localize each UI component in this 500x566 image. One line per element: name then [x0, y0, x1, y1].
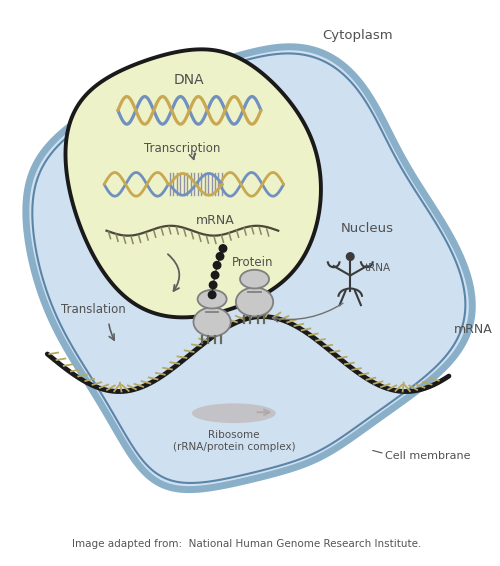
Polygon shape: [66, 49, 321, 318]
Text: mRNA: mRNA: [454, 323, 492, 336]
Circle shape: [212, 271, 219, 279]
Text: DNA: DNA: [174, 73, 204, 87]
Text: tRNA: tRNA: [365, 263, 391, 273]
Circle shape: [208, 291, 216, 299]
Circle shape: [219, 245, 226, 252]
Text: Protein: Protein: [232, 256, 274, 269]
Circle shape: [210, 281, 217, 289]
Text: Transcription: Transcription: [144, 142, 220, 155]
Ellipse shape: [240, 270, 269, 289]
Text: Image adapted from:  National Human Genome Research Institute.: Image adapted from: National Human Genom…: [72, 539, 422, 550]
Text: Cell membrane: Cell membrane: [385, 451, 470, 461]
Ellipse shape: [192, 404, 276, 423]
Polygon shape: [26, 47, 472, 490]
Ellipse shape: [198, 290, 226, 308]
Circle shape: [216, 252, 224, 260]
Text: Cytoplasm: Cytoplasm: [322, 29, 392, 42]
Ellipse shape: [194, 307, 231, 336]
Ellipse shape: [236, 288, 273, 316]
Circle shape: [346, 253, 354, 260]
Text: Translation: Translation: [62, 303, 126, 316]
Text: mRNA: mRNA: [196, 215, 234, 228]
Circle shape: [214, 261, 221, 269]
Text: Ribosome
(rRNA/protein complex): Ribosome (rRNA/protein complex): [172, 430, 295, 452]
Text: Nucleus: Nucleus: [340, 222, 394, 235]
